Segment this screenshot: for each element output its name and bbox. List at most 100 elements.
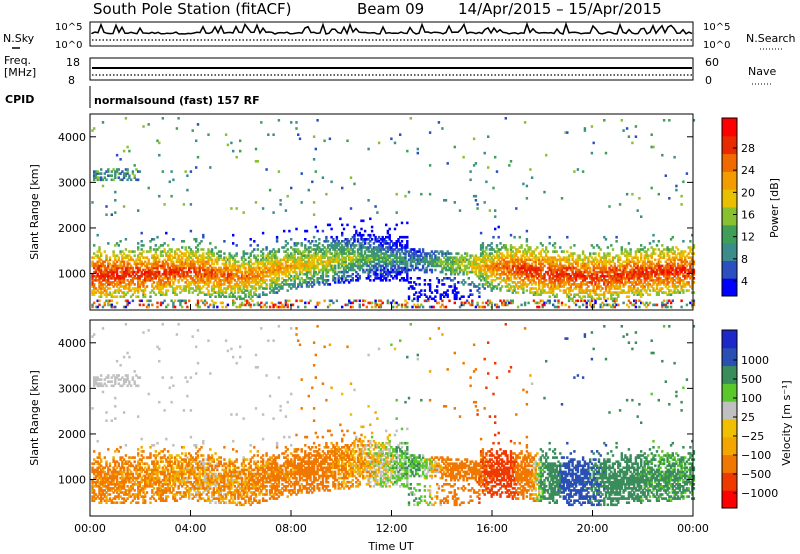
power-cell bbox=[191, 250, 194, 253]
power-cell bbox=[425, 268, 428, 272]
power-cell bbox=[98, 285, 101, 288]
power-cell bbox=[441, 266, 444, 270]
freq-label: Freq. bbox=[4, 54, 31, 67]
power-cell bbox=[247, 283, 251, 286]
power-cell bbox=[483, 250, 486, 253]
power-cell bbox=[288, 270, 291, 274]
power-cell bbox=[400, 305, 404, 309]
power-cell bbox=[304, 250, 307, 253]
power-cell bbox=[279, 270, 282, 274]
power-cell bbox=[471, 303, 474, 307]
power-cell bbox=[495, 244, 499, 247]
power-cell bbox=[165, 252, 168, 255]
power-cell bbox=[423, 256, 427, 259]
power-cell bbox=[497, 283, 500, 286]
power-cell bbox=[115, 285, 119, 288]
power-cell bbox=[518, 281, 521, 284]
power-cell bbox=[114, 211, 117, 214]
power-cell bbox=[520, 260, 523, 264]
power-cell bbox=[140, 248, 143, 251]
power-cell bbox=[142, 291, 145, 294]
power-cell bbox=[256, 270, 259, 274]
power-cell bbox=[207, 283, 210, 286]
power-cell bbox=[256, 248, 259, 251]
power-cell bbox=[166, 279, 170, 282]
power-cell bbox=[275, 277, 279, 280]
power-cell bbox=[356, 233, 360, 237]
power-cell bbox=[124, 268, 128, 272]
power-cell bbox=[349, 252, 353, 255]
power-cell bbox=[235, 285, 238, 288]
power-cell bbox=[159, 250, 163, 253]
power-cell bbox=[198, 260, 201, 264]
power-cell bbox=[312, 281, 316, 284]
power-cell bbox=[207, 305, 210, 309]
power-cell bbox=[267, 274, 270, 278]
power-cell bbox=[342, 240, 346, 243]
power-cell bbox=[541, 244, 544, 247]
power-cell bbox=[147, 268, 150, 272]
power-cell bbox=[444, 262, 448, 266]
power-cell bbox=[307, 254, 310, 257]
power-cell bbox=[244, 268, 247, 272]
power-cell bbox=[485, 283, 488, 286]
power-cell bbox=[110, 293, 113, 296]
power-cell bbox=[291, 256, 295, 259]
power-cell bbox=[304, 238, 307, 241]
power-cell bbox=[107, 266, 110, 270]
power-cell bbox=[181, 279, 184, 282]
power-cell bbox=[330, 180, 333, 184]
power-cell bbox=[181, 289, 184, 292]
power-cell bbox=[400, 270, 404, 274]
power-cell bbox=[502, 262, 506, 266]
power-cell bbox=[483, 305, 486, 309]
power-cell bbox=[300, 277, 303, 280]
power-cell bbox=[137, 277, 140, 280]
power-cell bbox=[497, 272, 500, 276]
power-cell bbox=[307, 188, 310, 192]
power-cell bbox=[363, 250, 367, 253]
power-cell bbox=[284, 270, 288, 274]
power-cell bbox=[246, 287, 249, 290]
power-cell bbox=[195, 166, 198, 169]
power-cell bbox=[481, 246, 485, 249]
power-cell bbox=[444, 293, 448, 296]
power-cell bbox=[124, 285, 128, 288]
power-cell bbox=[416, 254, 419, 257]
power-cell bbox=[348, 301, 351, 305]
power-cell bbox=[478, 283, 481, 286]
power-cell bbox=[173, 272, 177, 276]
power-cell bbox=[237, 266, 240, 270]
power-cell bbox=[479, 305, 483, 309]
power-cell bbox=[413, 303, 416, 307]
power-cell bbox=[337, 260, 340, 264]
power-cell bbox=[443, 264, 446, 268]
power-cell bbox=[230, 287, 233, 290]
power-cell bbox=[304, 244, 307, 247]
power-cell bbox=[471, 262, 474, 266]
power-cell bbox=[297, 277, 300, 280]
power-cell bbox=[291, 264, 295, 268]
power-cell bbox=[501, 254, 504, 257]
power-cell bbox=[268, 256, 272, 259]
power-cell bbox=[328, 137, 332, 141]
power-cell bbox=[258, 274, 261, 278]
power-cell bbox=[379, 254, 383, 257]
power-cell bbox=[277, 274, 281, 278]
power-cell bbox=[260, 301, 263, 305]
power-cell bbox=[525, 268, 529, 272]
power-cell bbox=[207, 250, 210, 253]
power-cell bbox=[443, 260, 446, 264]
power-cell bbox=[249, 272, 252, 276]
power-cell bbox=[244, 299, 247, 303]
power-cell bbox=[490, 246, 493, 249]
power-cell bbox=[221, 258, 224, 262]
power-cell bbox=[161, 254, 164, 257]
power-cell bbox=[395, 260, 398, 264]
power-cell bbox=[370, 252, 374, 255]
power-cell bbox=[369, 250, 372, 253]
power-cell bbox=[233, 260, 237, 264]
power-cell bbox=[355, 231, 358, 235]
power-cell bbox=[144, 293, 147, 296]
power-cell bbox=[214, 268, 217, 272]
